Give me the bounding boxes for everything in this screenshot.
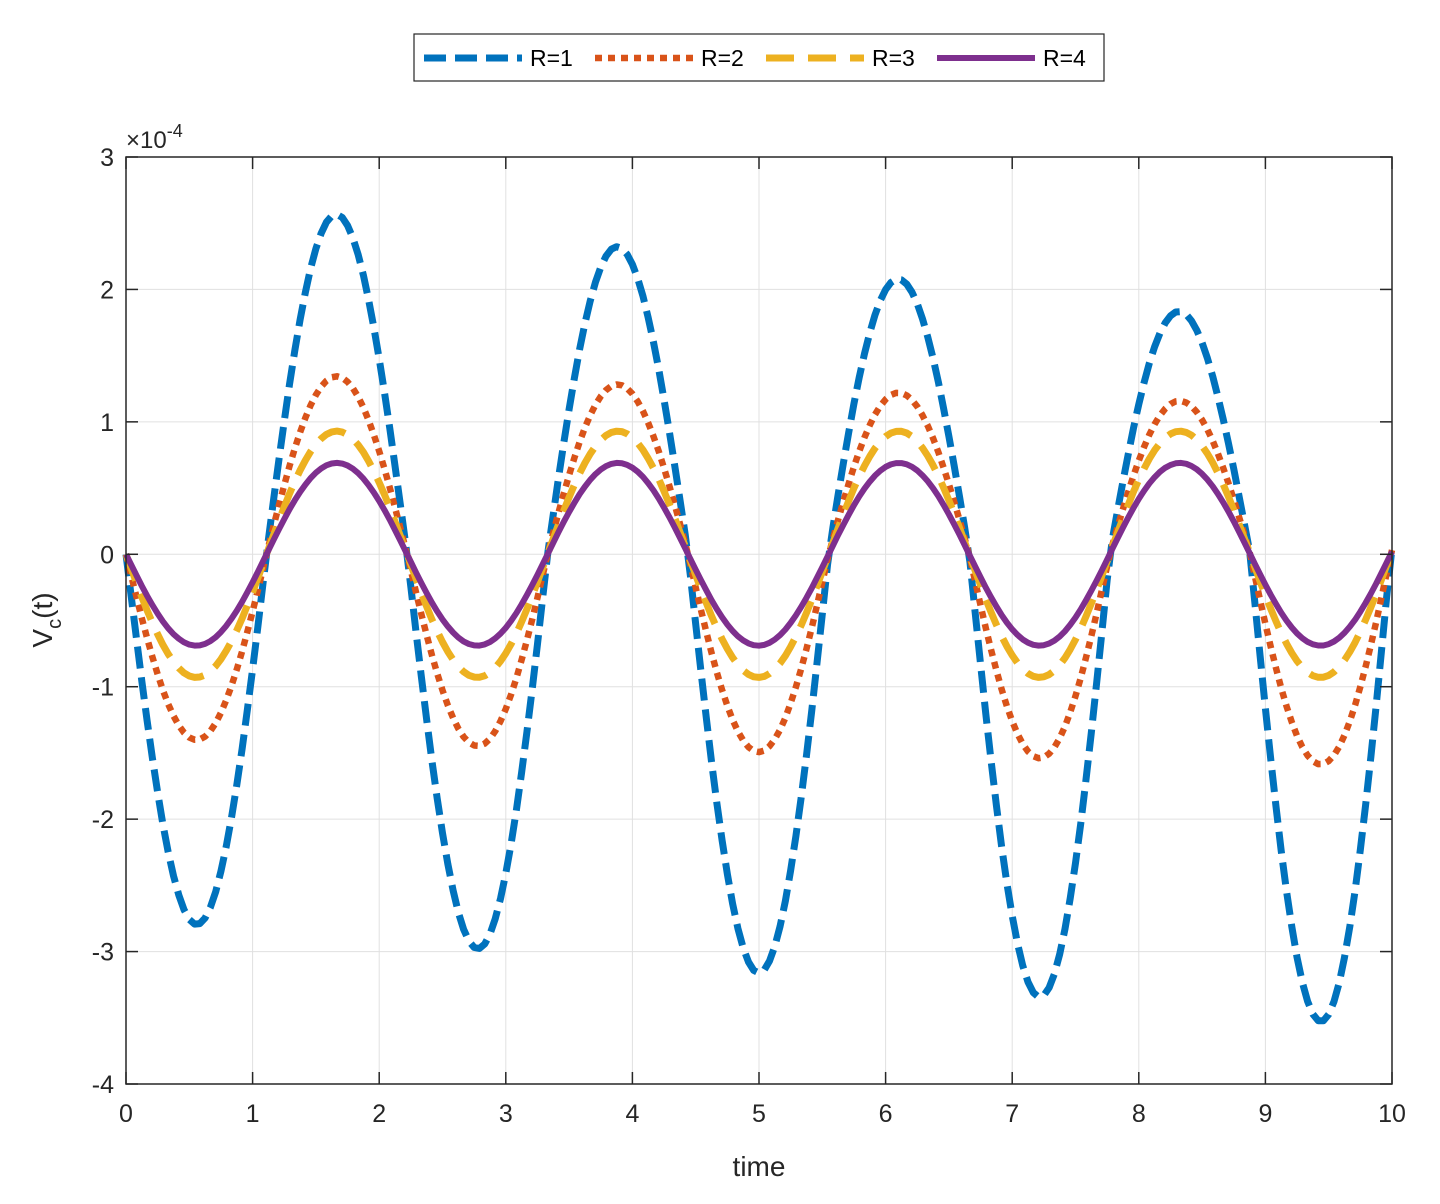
x-tick-label: 7: [1005, 1100, 1019, 1128]
legend-label-r-3: R=3: [872, 45, 915, 71]
series-line-r-2: [122, 373, 1396, 768]
x-tick-label: 4: [625, 1100, 639, 1128]
y-axis-label-subscript: c: [44, 619, 66, 629]
x-tick-label: 2: [372, 1100, 386, 1128]
y-tick-label: -2: [92, 806, 114, 834]
legend-label-r-2: R=2: [701, 45, 744, 71]
legend-label-r-4: R=4: [1043, 45, 1086, 71]
x-tick-label: 1: [246, 1100, 260, 1128]
series-line-r-3: [122, 427, 1396, 681]
y-tick-label: 1: [100, 409, 114, 437]
legend: R=1 R=2 R=3 R=4: [413, 33, 1105, 82]
x-tick-label: 6: [879, 1100, 893, 1128]
x-tick-label: 9: [1258, 1100, 1272, 1128]
x-tick-label: 10: [1378, 1100, 1406, 1128]
series-line-r-4: [123, 459, 1395, 649]
y-axis-exponent-base: ×10: [126, 127, 167, 154]
legend-label-r-1: R=1: [530, 45, 573, 71]
y-axis-exponent-power: -4: [167, 121, 183, 141]
tick-labels: 0 1 2 3 4 5 6 7 8 9 10 -4 -3 -2 -1 0 1 2 3: [92, 144, 1406, 1128]
ticks: [125, 156, 1393, 1085]
y-tick-label: -4: [92, 1071, 114, 1099]
x-tick-label: 8: [1132, 1100, 1146, 1128]
y-tick-label: 2: [100, 276, 114, 304]
y-tick-label: -3: [92, 939, 114, 967]
x-tick-label: 3: [499, 1100, 513, 1128]
x-tick-label: 5: [752, 1100, 766, 1128]
legend-entries: R=1 R=2 R=3 R=4: [424, 45, 1086, 71]
y-axis-label: Vc(t): [27, 592, 66, 647]
y-axis-exponent: ×10-4: [126, 121, 183, 154]
x-axis-label: time: [733, 1151, 786, 1182]
y-tick-label: 0: [100, 541, 114, 569]
y-axis-label-tail: (t): [27, 592, 58, 618]
series-layer: [122, 210, 1396, 1025]
x-tick-label: 0: [119, 1100, 133, 1128]
y-axis-label-main: V: [27, 629, 58, 648]
y-tick-label: 3: [100, 144, 114, 172]
y-tick-label: -1: [92, 674, 114, 702]
